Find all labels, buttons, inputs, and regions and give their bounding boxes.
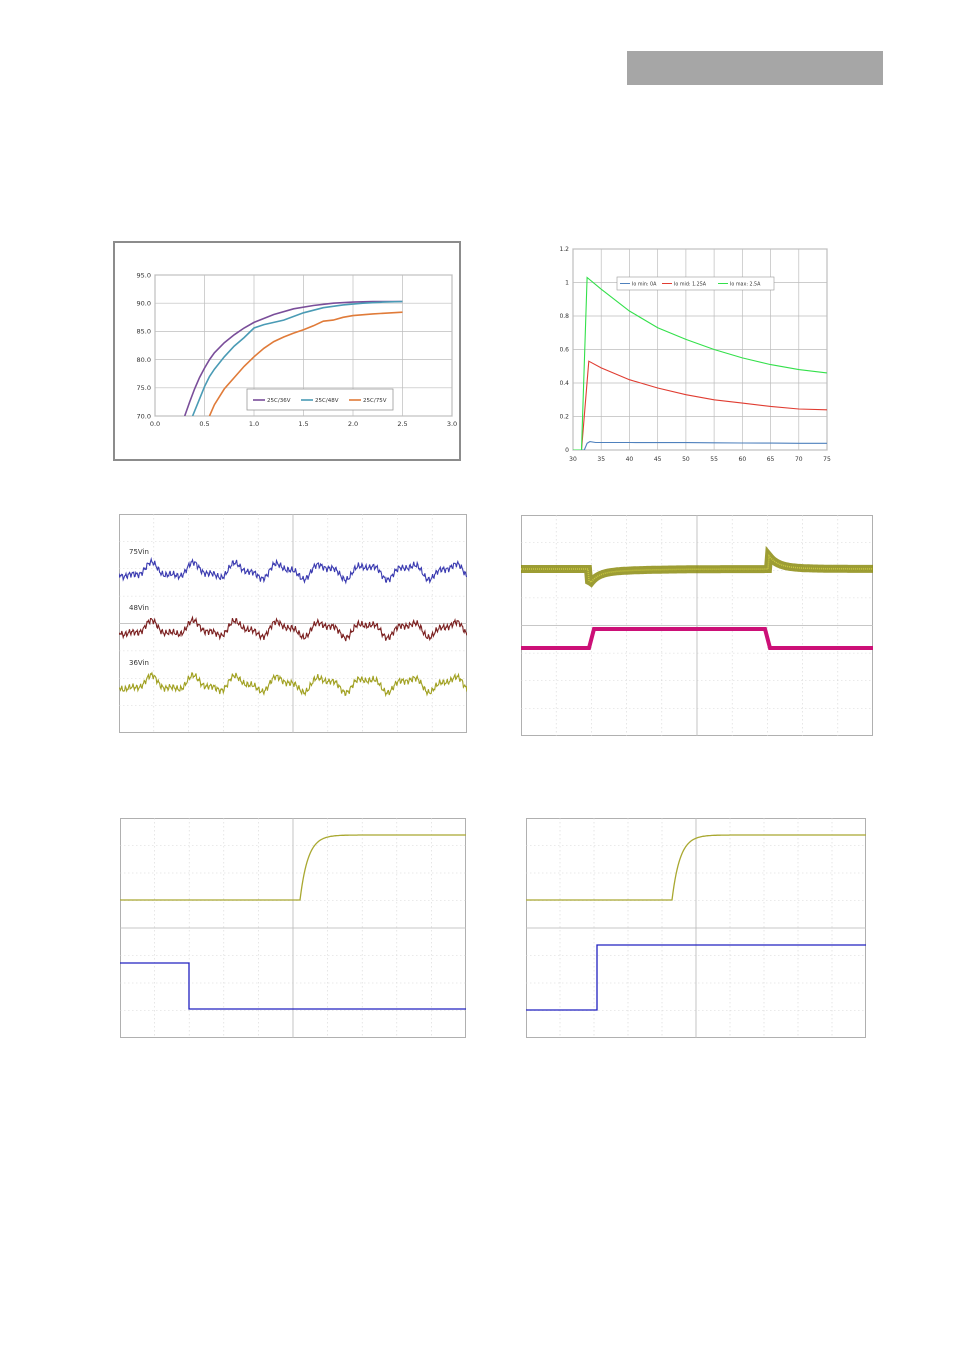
trace-label-48vin: 48Vin bbox=[129, 604, 149, 612]
load-current-chart: 30 35 40 45 50 55 60 65 70 75 0 0.2 0.4 0.6 0.8 1 1.2 I… bbox=[560, 246, 831, 463]
series-line-25c-75v bbox=[208, 311, 403, 416]
transient-scope bbox=[521, 515, 873, 736]
x-tick-label: 45 bbox=[654, 456, 662, 463]
scope-trace-output-voltage bbox=[120, 834, 466, 901]
y-tick-label: 90.0 bbox=[137, 299, 151, 307]
x-tick-label: 2.0 bbox=[348, 420, 358, 428]
x-tick-label: 0.5 bbox=[199, 420, 209, 428]
x-tick-label: 35 bbox=[597, 456, 605, 463]
legend-label-io-max-2-5a: Io max: 2.5A bbox=[730, 282, 761, 288]
x-tick-label: 50 bbox=[682, 456, 690, 463]
trace-label-36vin: 36Vin bbox=[129, 659, 149, 667]
trace-label-75vin: 75Vin bbox=[129, 548, 149, 556]
scope-trace-36vin bbox=[119, 671, 467, 698]
scope-trace-output-voltage bbox=[526, 834, 866, 901]
y-tick-label: 1 bbox=[565, 280, 569, 287]
efficiency-chart: 0.0 0.5 1.0 1.5 2.0 2.5 3.0 70.0 75.0 80.0 85.0 90… bbox=[137, 271, 458, 428]
ripple-scope: 75Vin 48Vin 36Vin bbox=[119, 514, 467, 733]
x-tick-label: 30 bbox=[569, 456, 577, 463]
y-tick-label: 0.2 bbox=[560, 414, 569, 421]
startup-scope-1 bbox=[120, 818, 466, 1038]
scope-trace-75vin bbox=[119, 556, 467, 585]
x-tick-label: 55 bbox=[710, 456, 718, 463]
series-line-io-mid-1-25a bbox=[573, 360, 827, 450]
x-tick-label: 65 bbox=[767, 456, 775, 463]
y-tick-label: 85.0 bbox=[137, 328, 151, 336]
series-line-25c-48v bbox=[191, 300, 403, 416]
series-line-io-max-2-5a bbox=[573, 276, 827, 450]
legend-label-25c-75v: 25C/75V bbox=[363, 398, 387, 404]
legend-label-io-mid-1-25a: Io mid: 1.25A bbox=[674, 282, 707, 288]
legend-label-io-min-0a: Io min: 0A bbox=[632, 282, 657, 288]
x-tick-label: 1.0 bbox=[249, 420, 259, 428]
scope-trace-current bbox=[521, 627, 873, 650]
header-bar bbox=[627, 51, 883, 85]
x-tick-label: 60 bbox=[739, 456, 747, 463]
scope-trace-enable bbox=[526, 944, 866, 1011]
y-tick-label: 0.8 bbox=[560, 313, 569, 320]
legend-box bbox=[616, 276, 775, 291]
legend-label-25c-36v: 25C/36V bbox=[267, 398, 291, 404]
x-tick-label: 2.5 bbox=[397, 420, 407, 428]
y-tick-label: 0.6 bbox=[560, 347, 569, 354]
x-tick-label: 40 bbox=[626, 456, 634, 463]
y-tick-label: 80.0 bbox=[137, 356, 151, 364]
y-tick-label: 70.0 bbox=[137, 412, 151, 420]
y-tick-label: 75.0 bbox=[137, 384, 151, 392]
scope-trace-voltage-noise bbox=[521, 554, 873, 584]
x-tick-label: 3.0 bbox=[447, 420, 457, 428]
legend-label-25c-48v: 25C/48V bbox=[315, 398, 339, 404]
y-tick-label: 95.0 bbox=[137, 271, 151, 279]
series-line-io-min-0a bbox=[573, 441, 827, 450]
y-tick-label: 0.4 bbox=[560, 380, 569, 387]
startup-scope-2 bbox=[526, 818, 866, 1038]
series-line-25c-36v bbox=[183, 300, 403, 416]
y-tick-label: 0 bbox=[565, 447, 569, 454]
x-tick-label: 1.5 bbox=[298, 420, 308, 428]
scope-trace-48vin bbox=[119, 615, 467, 642]
scope-trace-enable bbox=[120, 962, 466, 1010]
legend-box bbox=[246, 388, 394, 411]
x-tick-label: 0.0 bbox=[150, 420, 160, 428]
x-tick-label: 75 bbox=[823, 456, 831, 463]
y-tick-label: 1.2 bbox=[560, 246, 569, 253]
x-tick-label: 70 bbox=[795, 456, 803, 463]
